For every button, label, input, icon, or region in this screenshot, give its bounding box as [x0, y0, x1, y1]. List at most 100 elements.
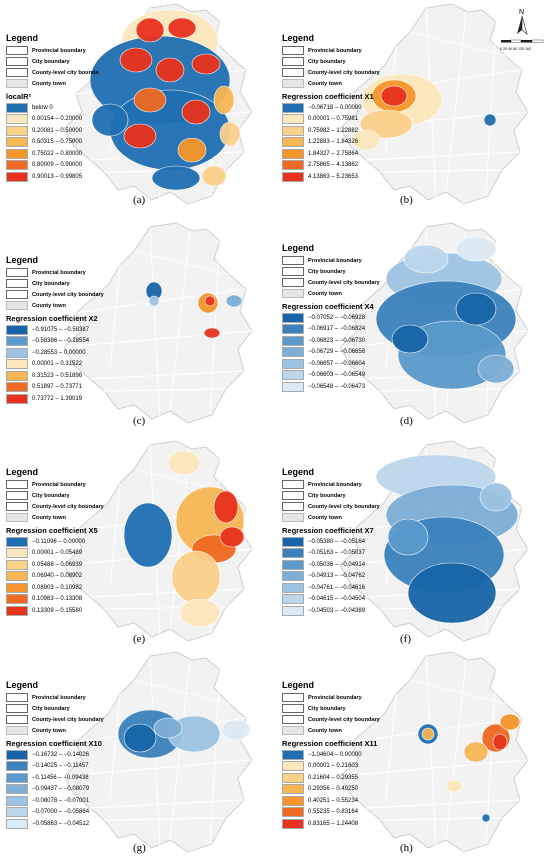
county-boundaries — [339, 655, 529, 849]
county-town-swatch — [6, 79, 28, 88]
legend-class-row: −0.11456 – −0.09438 — [6, 772, 104, 784]
legend-c: Legend Provincial boundary City boundary… — [6, 255, 104, 405]
class-list: −0.07052 – −0.06928 −0.06917 – −0.06824 −0… — [282, 312, 380, 393]
legend-class-row: 0.90013 – 0.99805 — [6, 171, 99, 183]
legend-class-label: −0.05863 – −0.04512 — [32, 820, 90, 827]
legend-class-row: 0.08903 – 0.10982 — [6, 582, 104, 594]
legend-class-row: −0.58386 – −0.28554 — [6, 336, 104, 348]
provincial-boundary-swatch — [6, 693, 28, 702]
legend-class-row: −1.04604 – 0.00000 — [282, 749, 380, 761]
legend-class-swatch — [6, 336, 28, 347]
legend-class-row: −0.05380 – −0.05164 — [282, 536, 380, 548]
variable-title: Regression coefficient X2 — [6, 314, 98, 323]
region-patch — [445, 779, 463, 793]
panel-label: (f) — [400, 633, 411, 645]
legend-class-swatch — [282, 559, 304, 570]
legend-class-row: −0.06657 – −0.06604 — [282, 358, 380, 370]
legend-class-swatch — [6, 594, 28, 605]
region-patch — [123, 123, 157, 149]
region-patch — [204, 295, 216, 307]
county-town-swatch — [6, 513, 28, 522]
map-b — [339, 3, 529, 205]
county-level-boundary-swatch — [282, 502, 304, 511]
legend-class-swatch — [282, 125, 304, 136]
legend-class-row: 0.05488 – 0.06939 — [6, 559, 104, 571]
legend-class-row: below 0 — [6, 102, 99, 114]
panel-g: Legend Provincial boundary City boundary… — [0, 648, 268, 859]
county-level-boundary-swatch — [282, 715, 304, 724]
legend-class-label: −0.04913 – −0.04762 — [308, 573, 366, 580]
legend-class-row: 0.20081 – 0.50000 — [6, 125, 99, 137]
region-patch — [91, 103, 129, 137]
legend-class-label: 1.84327 – 2.75864 — [308, 150, 359, 157]
provincial-boundary-swatch — [6, 46, 28, 55]
region-patch — [380, 85, 408, 107]
legend-class-row: −0.91075 – −0.58387 — [6, 324, 104, 336]
region-patch — [483, 113, 497, 127]
panel-b: Legend Provincial boundary City boundary… — [276, 0, 544, 211]
region-patch — [391, 324, 429, 354]
region-patch — [219, 121, 241, 147]
legend-class-row: 4.13863 – 5.23653 — [282, 171, 380, 183]
legend-class-label: −0.28553 – 0.00000 — [32, 349, 86, 356]
region-patch — [387, 518, 429, 556]
legend-class-swatch — [282, 148, 304, 159]
legend-class-swatch — [6, 393, 28, 404]
legend-class-label: 0.00154 – 0.20000 — [32, 116, 83, 123]
north-letter: N — [519, 9, 524, 16]
county-town-swatch — [282, 289, 304, 298]
legend-class-row: 0.31523 – 0.51896 — [6, 370, 104, 382]
legend-e: Legend Provincial boundary City boundary… — [6, 467, 104, 617]
legend-class-row: 0.06940 – 0.08902 — [6, 571, 104, 583]
class-list: −0.05380 – −0.05164 −0.05163 – −0.05037 −0… — [282, 536, 380, 617]
legend-class-swatch — [6, 171, 28, 182]
legend-class-label: −0.06917 – −0.06824 — [308, 326, 366, 333]
variable-title: Regression coefficient X10 — [6, 739, 102, 748]
panel-a: Legend Provincial boundary City boundary… — [0, 0, 268, 211]
region-patch — [455, 292, 497, 326]
class-list: −0.91075 – −0.58387 −0.58386 – −0.28554 −0… — [6, 324, 104, 405]
legend-class-row: 0.40251 – 0.55234 — [282, 795, 380, 807]
legend-title: Legend — [6, 467, 39, 477]
legend-class-row: −0.04615 – −0.04504 — [282, 594, 380, 606]
county-town-swatch — [282, 79, 304, 88]
panel-label: (h) — [400, 842, 413, 854]
legend-class-label: 0.10983 – 0.13308 — [32, 596, 83, 603]
map-d — [339, 222, 529, 424]
legend-class-swatch — [6, 148, 28, 159]
legend-class-swatch — [282, 818, 304, 829]
provincial-boundary-swatch — [6, 268, 28, 277]
legend-class-label: 0.73772 – 1.39019 — [32, 395, 83, 402]
legend-class-label: 0.00001 – 0.31522 — [32, 361, 83, 368]
legend-class-swatch — [6, 749, 28, 760]
legend-d: Legend Provincial boundary City boundary… — [282, 243, 380, 393]
panel-label: (g) — [133, 842, 146, 854]
legend-class-label: −0.07000 – −0.05864 — [32, 809, 90, 816]
provincial-boundary-swatch — [282, 693, 304, 702]
legend-class-swatch — [6, 347, 28, 358]
legend-class-row: 0.00001 – 0.21603 — [282, 761, 380, 773]
region-patch — [191, 53, 221, 75]
legend-class-label: 0.75982 – 1.22882 — [308, 127, 359, 134]
legend-class-label: −0.06718 – 0.00000 — [308, 104, 362, 111]
class-list: −0.06718 – 0.00000 0.00001 – 0.75981 0.759… — [282, 102, 380, 183]
legend-class-label: 0.20081 – 0.50000 — [32, 127, 83, 134]
legend-class-row: −0.09437 – −0.08079 — [6, 784, 104, 796]
legend-class-row: −0.07052 – −0.06928 — [282, 312, 380, 324]
legend-class-label: −0.04761 – −0.04616 — [308, 584, 366, 591]
legend-class-swatch — [6, 559, 28, 570]
county-level-boundary-swatch — [282, 278, 304, 287]
region-patch — [155, 57, 185, 83]
legend-class-row: 0.75982 – 1.22882 — [282, 125, 380, 137]
legend-class-row: 0.83165 – 1.24408 — [282, 818, 380, 830]
legend-class-swatch — [6, 807, 28, 818]
legend-class-row: 0.10983 – 0.13308 — [6, 594, 104, 606]
legend-class-swatch — [6, 582, 28, 593]
region-patch — [463, 741, 489, 763]
legend-class-swatch — [282, 358, 304, 369]
legend-class-row: −0.04913 – −0.04762 — [282, 571, 380, 583]
variable-title: Regression coefficient X5 — [6, 526, 98, 535]
legend-title: Legend — [6, 33, 39, 43]
legend-class-swatch — [282, 160, 304, 171]
panel-d: Legend Provincial boundary City boundary… — [276, 219, 544, 430]
